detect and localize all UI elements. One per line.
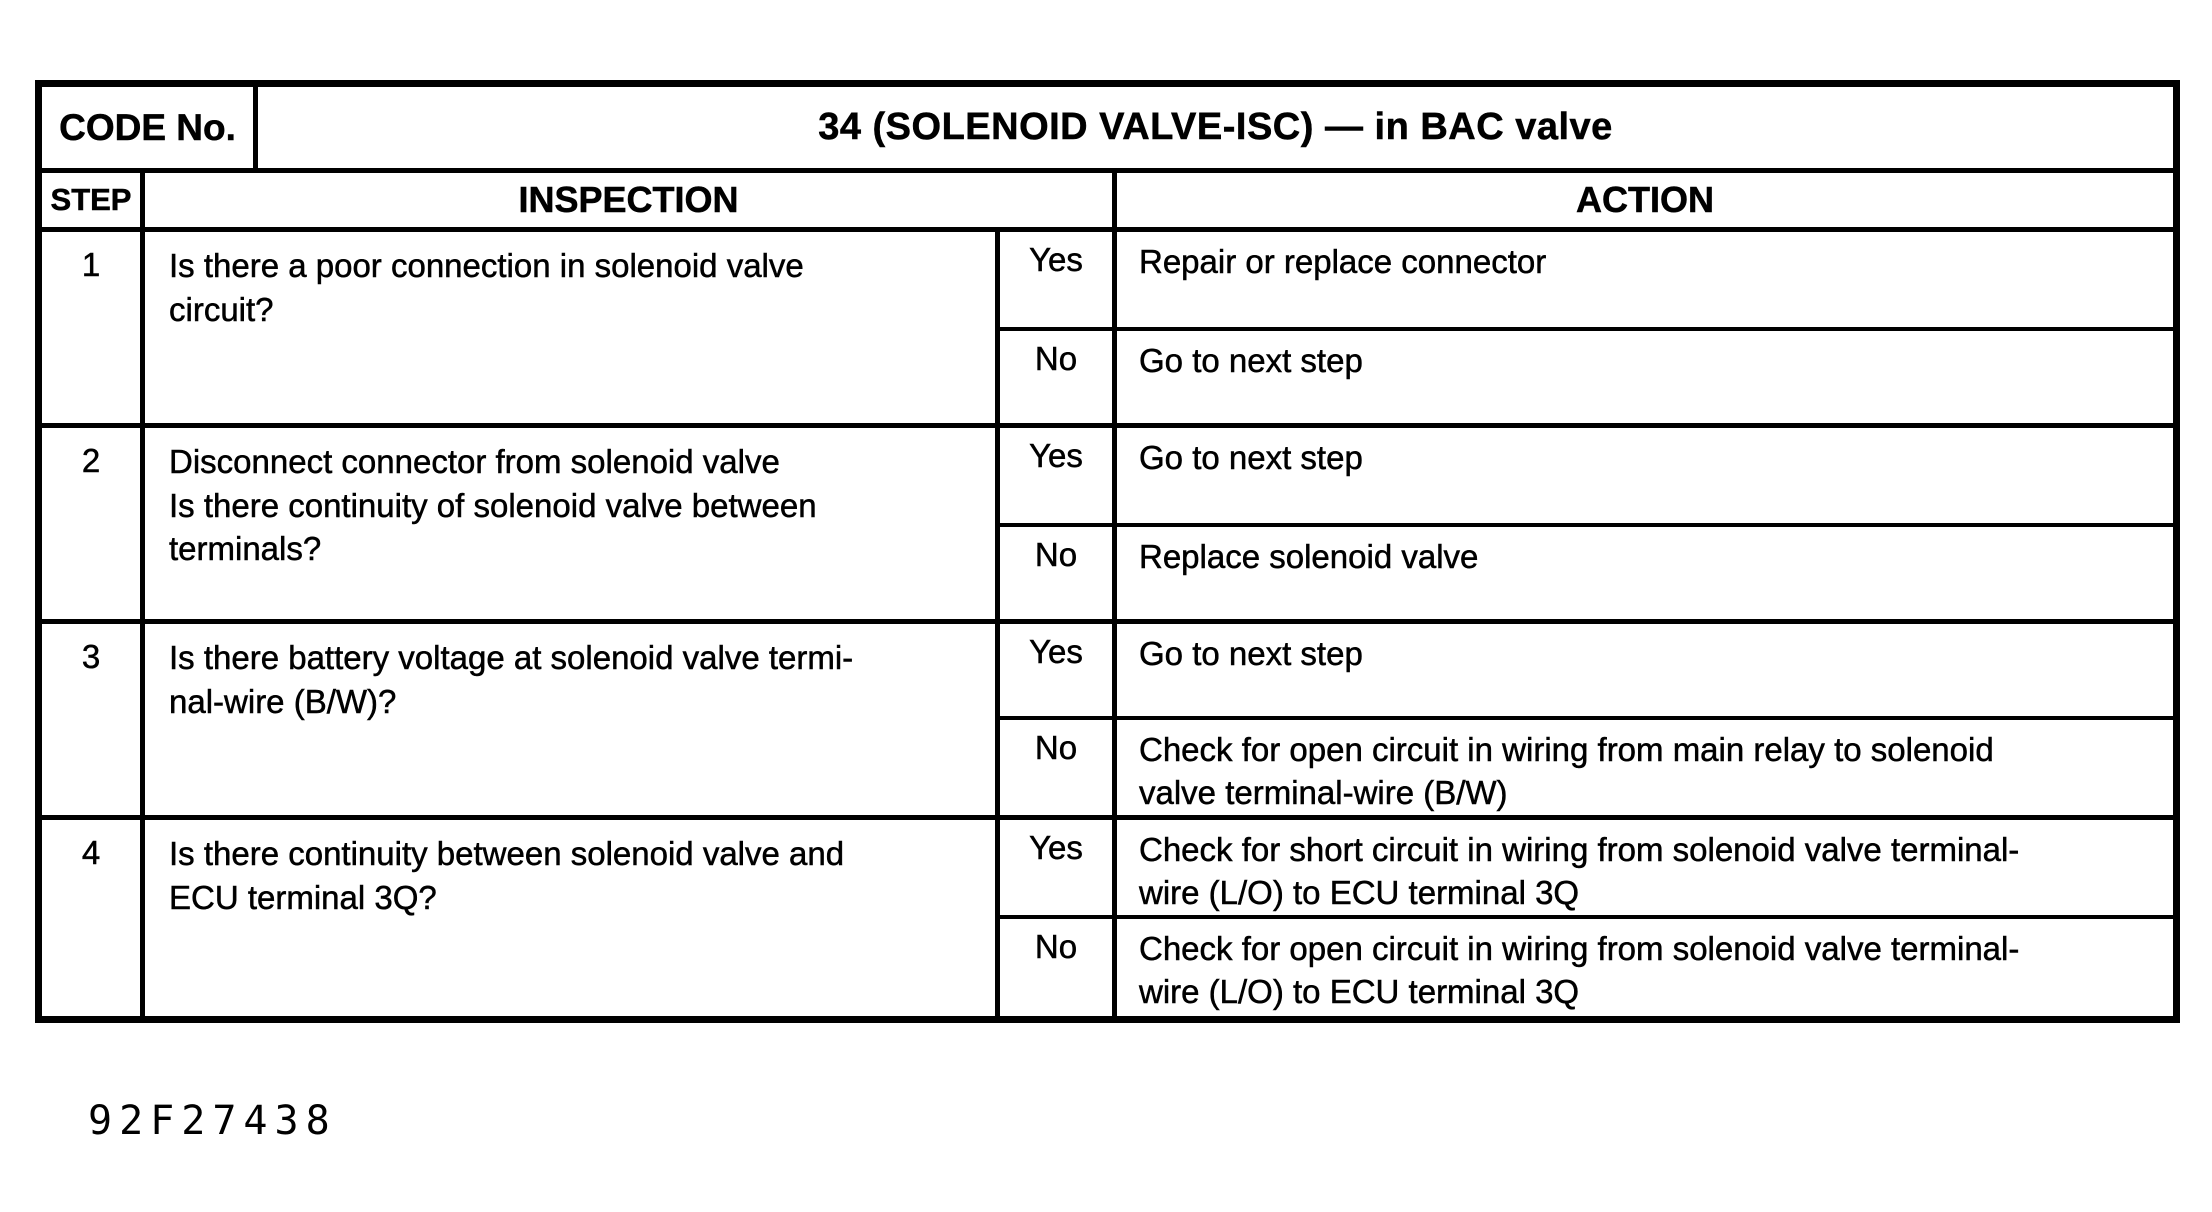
yes-branch: Yes Go to next step <box>1000 624 2173 721</box>
yes-label: Yes <box>1000 232 1117 327</box>
action-column-header: ACTION <box>1576 179 1715 221</box>
yes-label: Yes <box>1000 820 1117 915</box>
diagnostic-table: CODE No. 34 (SOLENOID VALVE-ISC) — in BA… <box>35 80 2180 1023</box>
yes-action-text: Go to next step <box>1139 635 1363 673</box>
no-branch: No Go to next step <box>1000 331 2173 423</box>
table-row-step-1: 1 Is there a poor connection in solenoid… <box>42 232 2173 428</box>
inspection-text: Disconnect connector from solenoid valve… <box>145 428 1000 619</box>
table-row-step-3: 3 Is there battery voltage at solenoid v… <box>42 624 2173 820</box>
no-label: No <box>1000 720 1117 815</box>
column-header-row: STEP INSPECTION ACTION <box>42 173 2173 232</box>
no-label: No <box>1000 527 1117 619</box>
yes-branch: Yes Repair or replace connector <box>1000 232 2173 331</box>
figure-reference-code: 92F27438 <box>88 1098 337 1144</box>
yes-branch: Yes Check for short circuit in wiring fr… <box>1000 820 2173 919</box>
inspection-column-header: INSPECTION <box>145 173 1117 227</box>
no-branch: No Replace solenoid valve <box>1000 527 2173 619</box>
yes-label: Yes <box>1000 624 1117 717</box>
no-action-text: Replace solenoid valve <box>1139 538 1479 576</box>
no-branch: No Check for open circuit in wiring from… <box>1000 720 2173 815</box>
page-title: 34 (SOLENOID VALVE-ISC) — in BAC valve <box>818 106 1613 149</box>
step-column-header: STEP <box>42 173 145 227</box>
no-action-text: Check for open circuit in wiring from ma… <box>1139 731 1994 812</box>
yes-no-branches: Yes Check for short circuit in wiring fr… <box>1000 820 2173 1016</box>
yes-no-branches: Yes Repair or replace connector No Go to… <box>1000 232 2173 423</box>
no-branch: No Check for open circuit in wiring from… <box>1000 919 2173 1016</box>
inspection-text: Is there battery voltage at solenoid val… <box>145 624 1000 815</box>
table-row-step-2: 2 Disconnect connector from solenoid val… <box>42 428 2173 624</box>
yes-action-text: Repair or replace connector <box>1139 243 1547 281</box>
no-action-text: Check for open circuit in wiring from so… <box>1139 930 2020 1010</box>
yes-no-branches: Yes Go to next step No Check for open ci… <box>1000 624 2173 815</box>
title-row: CODE No. 34 (SOLENOID VALVE-ISC) — in BA… <box>42 87 2173 173</box>
no-action-text: Go to next step <box>1139 342 1363 380</box>
no-label: No <box>1000 331 1117 423</box>
yes-label: Yes <box>1000 428 1117 523</box>
code-number-label: CODE No. <box>42 87 258 168</box>
inspection-text: Is there continuity between solenoid val… <box>145 820 1000 1016</box>
yes-action-text: Go to next step <box>1139 439 1363 477</box>
yes-action-text: Check for short circuit in wiring from s… <box>1139 831 2020 911</box>
yes-no-branches: Yes Go to next step No Replace solenoid … <box>1000 428 2173 619</box>
step-number: 4 <box>42 820 145 1016</box>
inspection-text: Is there a poor connection in solenoid v… <box>145 232 1000 423</box>
yes-branch: Yes Go to next step <box>1000 428 2173 527</box>
step-number: 1 <box>42 232 145 423</box>
step-number: 2 <box>42 428 145 619</box>
table-row-step-4: 4 Is there continuity between solenoid v… <box>42 820 2173 1016</box>
no-label: No <box>1000 919 1117 1016</box>
step-number: 3 <box>42 624 145 815</box>
